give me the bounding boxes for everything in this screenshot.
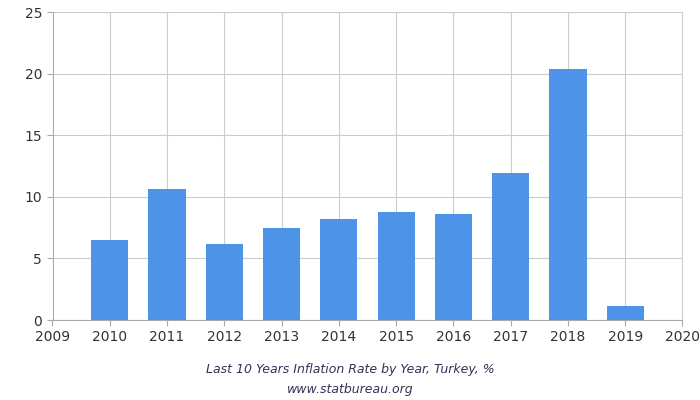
Bar xyxy=(492,173,529,320)
Bar xyxy=(91,240,128,320)
Text: Last 10 Years Inflation Rate by Year, Turkey, %: Last 10 Years Inflation Rate by Year, Tu… xyxy=(206,364,494,376)
Bar xyxy=(148,190,186,320)
Text: www.statbureau.org: www.statbureau.org xyxy=(287,384,413,396)
Bar xyxy=(377,212,414,320)
Bar xyxy=(607,306,644,320)
Bar xyxy=(320,219,358,320)
Bar xyxy=(550,69,587,320)
Bar xyxy=(206,244,243,320)
Bar xyxy=(263,228,300,320)
Bar xyxy=(435,214,472,320)
